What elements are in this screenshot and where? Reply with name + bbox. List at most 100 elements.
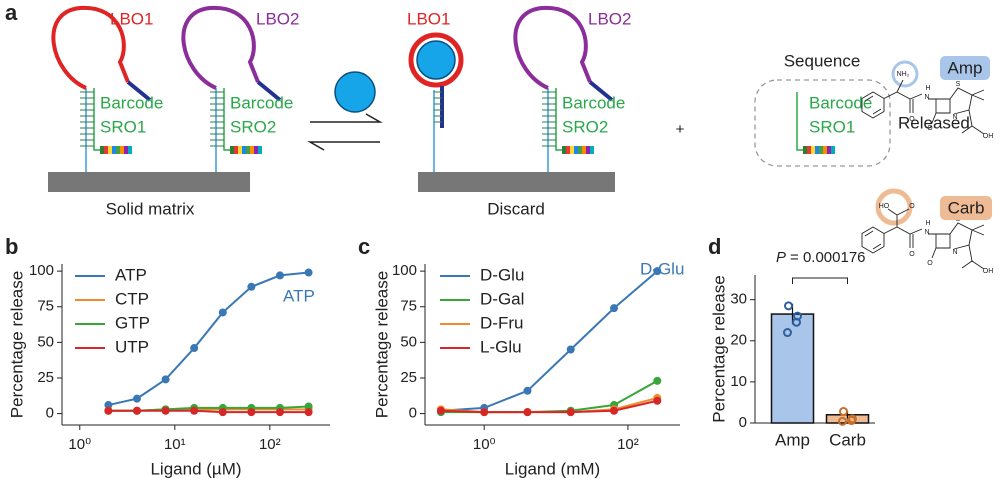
barcode-strand xyxy=(93,88,100,151)
data-point xyxy=(304,408,313,417)
label: LBO2 xyxy=(588,9,631,28)
badge xyxy=(940,56,990,80)
y-axis-label: Percentage release xyxy=(7,271,26,418)
atom-label: O xyxy=(927,260,933,267)
significance-bracket xyxy=(792,277,848,284)
data-point xyxy=(104,406,113,415)
atom-label: NH₂ xyxy=(897,71,910,78)
data-point xyxy=(104,401,113,410)
barcode-block xyxy=(242,146,246,154)
p-symbol: P xyxy=(776,249,786,266)
y-tick-label: 25 xyxy=(37,369,54,386)
barcode-block xyxy=(574,146,578,154)
highlight xyxy=(891,60,919,88)
ligand xyxy=(334,71,376,113)
atom-label: O xyxy=(909,203,915,210)
released-box xyxy=(754,79,891,167)
barcode-block xyxy=(831,146,835,154)
p-value: P = 0.000176 xyxy=(776,249,866,266)
barcode-block xyxy=(586,146,590,154)
replicate-point xyxy=(847,416,856,426)
panel-a: a LBO1 LBO2 Barcode SRO1 Barcode SRO2 So… xyxy=(5,0,970,218)
badge xyxy=(940,196,992,220)
x-tick-label: 10¹ xyxy=(164,436,186,453)
label: SRO2 xyxy=(562,117,608,136)
y-tick-label: 10 xyxy=(730,373,747,390)
y-axis-label: Percentage release xyxy=(372,271,391,418)
y-tick-label: 0 xyxy=(739,414,747,431)
forward-arrow xyxy=(310,113,383,123)
label: Barcode xyxy=(809,93,872,112)
reverse-arrow xyxy=(307,141,380,151)
atom-label: S xyxy=(956,81,961,88)
y-tick-label: 25 xyxy=(400,369,417,386)
barcode-block xyxy=(246,146,250,154)
y-tick-label: 50 xyxy=(400,333,417,350)
atom-label: O xyxy=(909,251,915,258)
barcode-block xyxy=(250,146,254,154)
data-point xyxy=(610,304,619,313)
replicate-point xyxy=(783,328,792,338)
y-tick-label: 30 xyxy=(730,291,747,308)
x-tick-label: Carb xyxy=(829,430,866,449)
y-axis-label: Percentage release xyxy=(709,275,728,422)
series-line xyxy=(440,270,658,412)
barcode-block xyxy=(116,146,120,154)
panel-letter: a xyxy=(5,0,18,25)
x-tick-label: 10⁰ xyxy=(473,436,496,453)
barcode-block xyxy=(120,146,124,154)
barcode-block xyxy=(104,146,108,154)
highlight xyxy=(875,188,913,226)
barcode-block xyxy=(823,146,827,154)
barcode-strand xyxy=(796,92,803,151)
data-point xyxy=(132,394,141,403)
barcode-block xyxy=(582,146,586,154)
barcode-block xyxy=(578,146,582,154)
replicate-point xyxy=(838,416,847,426)
barcode-block xyxy=(590,146,594,154)
data-point xyxy=(218,308,227,317)
solid-matrix xyxy=(418,172,615,192)
lbo2-strand xyxy=(181,5,260,90)
data-point xyxy=(190,344,199,353)
bound-ligand xyxy=(416,40,456,80)
structure: HOOHNSNOOOH xyxy=(861,188,993,275)
legend-label: ATP xyxy=(115,265,147,284)
y-tick-label: 50 xyxy=(37,333,54,350)
y-tick-label: 75 xyxy=(400,298,417,315)
label: Barcode xyxy=(230,93,293,112)
barcode-block xyxy=(258,146,262,154)
atom-label: N xyxy=(952,114,957,121)
data-point xyxy=(190,406,199,415)
label: SRO1 xyxy=(809,117,855,136)
label: SRO2 xyxy=(230,117,276,136)
data-point xyxy=(161,375,170,384)
bar xyxy=(770,313,815,424)
atom-label: H xyxy=(925,220,930,227)
data-point xyxy=(304,268,313,277)
data-point xyxy=(566,345,575,354)
p-text: = 0.000176 xyxy=(790,249,866,266)
barcode-block xyxy=(566,146,570,154)
barcode-block xyxy=(124,146,128,154)
data-point xyxy=(566,408,575,417)
atom-label: O xyxy=(909,116,915,123)
data-point xyxy=(653,376,662,385)
barcode-block xyxy=(803,146,807,154)
barcode-block xyxy=(108,146,112,154)
label: Discard xyxy=(487,199,545,218)
x-tick-label: 10⁰ xyxy=(68,436,91,453)
barcode-block xyxy=(562,146,566,154)
legend-label: D-Glu xyxy=(480,265,524,284)
series-line xyxy=(108,409,309,414)
y-tick-label: 75 xyxy=(37,298,54,315)
label: LBO1 xyxy=(407,9,450,28)
data-point xyxy=(132,406,141,415)
badge-label: Carb xyxy=(948,198,985,217)
atom-label: O xyxy=(927,125,933,132)
data-point xyxy=(275,408,284,417)
atom-label: N xyxy=(924,94,929,101)
series-line xyxy=(440,399,658,414)
barcode-block xyxy=(807,146,811,154)
